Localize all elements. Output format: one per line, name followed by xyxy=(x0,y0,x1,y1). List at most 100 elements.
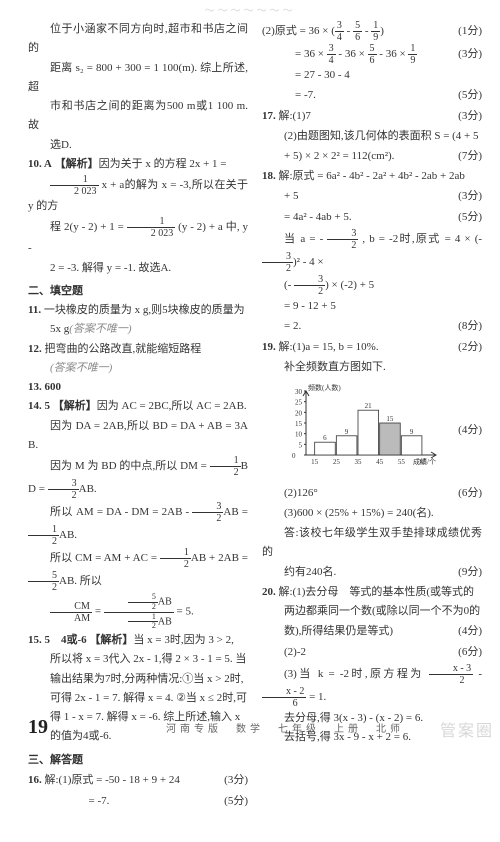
q18-label: 18. xyxy=(262,170,276,182)
svg-text:10: 10 xyxy=(295,431,303,439)
text-line: 补全频数直方图如下. xyxy=(262,358,482,377)
text: 因为 M 为 BD 的中点,所以 DM = xyxy=(50,460,210,472)
score: (5分) xyxy=(224,791,248,812)
q20-label: 20. xyxy=(262,586,276,598)
text-line: = 27 - 30 - 4 xyxy=(262,66,482,85)
text: , b = -2时,原式 = 4 × xyxy=(358,233,474,245)
text: 约有240名. xyxy=(262,562,458,583)
svg-text:频数(人数): 频数(人数) xyxy=(308,383,341,392)
fraction: 52AB 12AB xyxy=(104,593,174,631)
text: 因为 AC = 2BC,所以 AC = 2AB. xyxy=(97,400,247,412)
svg-text:成绩/个: 成绩/个 xyxy=(413,457,436,466)
fraction: 56 xyxy=(368,43,377,66)
q19-3: 约有240名. (9分) xyxy=(262,562,482,583)
top-decoration: ～～～～～～～ xyxy=(205,2,296,17)
text: AB + 2AB = xyxy=(191,552,248,564)
text-line: 两边都乘同一个数(或除以同一个不为0的 xyxy=(262,602,482,621)
q15-label: 15. 5 4或-6 xyxy=(28,634,87,646)
text-line: 2 = -3. 解得 y = -1. 故选A. xyxy=(28,259,248,278)
fraction: 12 023 xyxy=(127,216,176,239)
note: (答案不唯一) xyxy=(69,323,131,335)
text-line: CMAM = 52AB 12AB = 5. xyxy=(28,593,248,631)
text: 解:原式 = 6a² - 4b² - 2a² + 4b² - 2ab + 2ab xyxy=(279,170,465,182)
svg-text:20: 20 xyxy=(295,410,303,418)
fraction: x - 32 xyxy=(429,663,473,686)
q16-line2: = -7. (5分) xyxy=(28,791,248,812)
score: (8分) xyxy=(458,316,482,337)
histogram-chart: 510152025300频数(人数)6921159152535455565成绩/… xyxy=(282,381,458,479)
q20-1: 数),所得结果仍是等式) (4分) xyxy=(262,621,482,642)
q17-label: 17. xyxy=(262,110,276,122)
section-fill-blank: 二、填空题 xyxy=(28,282,248,301)
text: 一块橡皮的质量为 x g,则5块橡皮的质量为 xyxy=(44,304,245,316)
text-line: (2)由题图知,该几何体的表面积 S = (4 + 5 xyxy=(262,127,482,146)
text: AB. xyxy=(79,483,97,495)
q15: 15. 5 4或-6 【解析】当 x = 3时,因为 3 > 2, xyxy=(28,631,248,650)
text: 解:(1)去分母 等式的基本性质(或等式的 xyxy=(279,586,475,598)
fraction: 19 xyxy=(408,43,417,66)
analysis-label: 【解析】 xyxy=(53,400,97,412)
text: (2)-2 xyxy=(262,642,458,663)
fraction: 34 xyxy=(327,43,336,66)
text-line: 输出结果为7时,分两种情况:①当 x > 2时, xyxy=(28,670,248,689)
section-solve: 三、解答题 xyxy=(28,751,248,770)
histogram-svg: 510152025300频数(人数)6921159152535455565成绩/… xyxy=(282,381,442,471)
text: 5x g xyxy=(50,323,69,335)
text-line: 5x g(答案不唯一) xyxy=(28,320,248,339)
svg-text:35: 35 xyxy=(355,458,363,466)
svg-text:15: 15 xyxy=(386,415,394,423)
r2: = 36 × 34 - 36 × 56 - 36 × 19 (3分) xyxy=(262,43,482,66)
text: + 5 xyxy=(262,186,458,207)
fraction: CMAM xyxy=(50,601,92,624)
text-line: 12 023 x + a的解为 x = -3,所以在关于 y 的方 xyxy=(28,174,248,216)
text-line: 选D. xyxy=(28,136,248,155)
text: = -7. xyxy=(28,791,224,812)
q12-label: 12. xyxy=(28,343,42,355)
text: 所以 CM = AM + AC = xyxy=(50,552,160,564)
score: (6分) xyxy=(458,642,482,663)
score: (3分) xyxy=(458,186,482,207)
note: (答案不唯一) xyxy=(28,359,248,378)
fraction: 56 xyxy=(353,20,362,43)
q12: 12. 把弯曲的公路改直,就能缩短路程 xyxy=(28,340,248,359)
svg-text:9: 9 xyxy=(345,428,349,436)
left-column: 位于小涵家不同方向时,超市和书店之间的 距离 s₂ = 800 + 300 = … xyxy=(28,20,248,812)
text: 把弯曲的公路改直,就能缩短路程 xyxy=(45,343,202,355)
q14-label: 14. 5 xyxy=(28,400,50,412)
score: (2分) xyxy=(458,337,482,358)
score: (3分) xyxy=(224,770,248,791)
text: 当 a = - xyxy=(284,233,327,245)
text: 程 2(y - 2) + 1 = xyxy=(50,221,127,233)
text: = 1. xyxy=(306,691,326,703)
svg-text:9: 9 xyxy=(410,428,414,436)
fraction: 32 xyxy=(262,251,293,274)
q20-2: (2)-2 (6分) xyxy=(262,642,482,663)
text: = 36 × xyxy=(295,48,327,60)
svg-text:30: 30 xyxy=(295,388,303,396)
q19-label: 19. xyxy=(262,341,276,353)
chart-row: 510152025300频数(人数)6921159152535455565成绩/… xyxy=(262,377,482,483)
analysis-label: 【解析】 xyxy=(89,634,133,646)
q14: 14. 5 【解析】因为 AC = 2BC,所以 AC = 2AB. xyxy=(28,397,248,416)
q18-f: = 2. (8分) xyxy=(262,316,482,337)
fraction: 32 xyxy=(48,478,79,501)
text: AB. xyxy=(59,529,77,541)
q11: 11. 一块橡皮的质量为 x g,则5块橡皮的质量为 xyxy=(28,301,248,320)
text-line: 距离 s₂ = 800 + 300 = 1 100(m). 综上所述,超 xyxy=(28,59,248,98)
text-line: 市和书店之间的距离为500 m或1 100 m. 故 xyxy=(28,97,248,136)
text: 解:(1)7 xyxy=(279,110,311,122)
r4: = -7. (5分) xyxy=(262,85,482,106)
r1: (2)原式 = 36 × (34 - 56 - 19) (1分) xyxy=(262,20,482,43)
text-line: (- 32) × (-2) + 5 xyxy=(262,274,482,297)
text: = 2. xyxy=(262,316,458,337)
page-number: 19 xyxy=(28,716,48,739)
q19-1: 19. 解:(1)a = 15, b = 10%. (2分) xyxy=(262,337,482,358)
score: (4分) xyxy=(458,621,482,642)
q11-label: 11. xyxy=(28,304,41,316)
svg-text:6: 6 xyxy=(323,435,327,443)
text: 数),所得结果仍是等式) xyxy=(262,621,458,642)
fraction: 34 xyxy=(335,20,344,43)
fraction: 12 xyxy=(160,547,191,570)
fraction: 12 xyxy=(28,524,59,547)
text: 解:(1)原式 = -50 - 18 + 9 + 24 xyxy=(45,774,180,786)
